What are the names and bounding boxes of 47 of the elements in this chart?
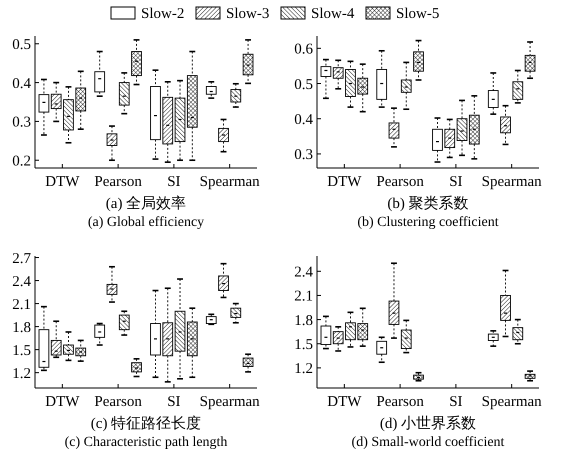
legend-label: Slow-5 bbox=[396, 6, 440, 22]
y-tick-label: 1.2 bbox=[12, 366, 31, 382]
legend-label: Slow-2 bbox=[141, 6, 184, 22]
x-tick-label: DTW bbox=[327, 174, 362, 190]
legend-label: Slow-4 bbox=[311, 6, 355, 22]
x-tick-label: Pearson bbox=[376, 174, 424, 190]
y-tick-label: 1.5 bbox=[294, 336, 313, 353]
y-tick-label: 2.1 bbox=[294, 288, 313, 305]
x-tick-label: Pearson bbox=[376, 394, 424, 410]
y-tick-label: 0.4 bbox=[294, 112, 314, 128]
text: (b) Clustering coefficient bbox=[357, 215, 499, 230]
x-tick-label: Spearman bbox=[200, 174, 260, 190]
text: (b) 聚类系数 bbox=[387, 195, 469, 212]
text: (a) 全局效率 bbox=[106, 195, 186, 212]
x-tick-label: Pearson bbox=[94, 394, 142, 410]
y-tick-label: 0.6 bbox=[294, 42, 314, 58]
x-tick-label: Pearson bbox=[94, 174, 142, 190]
legend-label: Slow-3 bbox=[226, 6, 270, 22]
y-tick-label: 2.7 bbox=[12, 250, 32, 267]
y-tick-label: 1.5 bbox=[12, 342, 31, 359]
text: (a) Global efficiency bbox=[88, 215, 204, 230]
x-tick-label: SI bbox=[167, 174, 181, 190]
y-tick-label: 0.5 bbox=[294, 76, 313, 93]
x-tick-label: Spearman bbox=[200, 394, 260, 410]
y-tick-label: 0.2 bbox=[12, 153, 31, 170]
y-tick-label: 2.1 bbox=[12, 296, 31, 313]
y-tick-label: 0.5 bbox=[12, 37, 31, 54]
x-tick-label: Spearman bbox=[482, 174, 542, 190]
y-tick-label: 1.8 bbox=[12, 320, 31, 336]
x-tick-label: DTW bbox=[45, 174, 80, 190]
y-tick-label: 2.4 bbox=[12, 274, 32, 290]
text: (c) Characteristic path length bbox=[64, 435, 228, 450]
x-tick-label: Spearman bbox=[482, 394, 542, 410]
text: (c) 特征路径长度 bbox=[90, 415, 202, 432]
y-tick-label: 0.3 bbox=[12, 114, 31, 131]
text: (d) Small-world coefficient bbox=[352, 435, 505, 450]
x-tick-label: SI bbox=[449, 174, 463, 190]
x-tick-label: SI bbox=[167, 394, 181, 410]
y-tick-label: 0.3 bbox=[294, 147, 313, 164]
y-tick-label: 1.2 bbox=[294, 361, 313, 378]
y-tick-label: 0.4 bbox=[12, 76, 32, 92]
x-tick-label: DTW bbox=[45, 394, 80, 410]
x-tick-label: DTW bbox=[327, 394, 362, 410]
x-tick-label: SI bbox=[449, 394, 463, 410]
y-tick-label: 2.4 bbox=[294, 264, 314, 281]
text: (d) 小世界系数 bbox=[380, 415, 476, 432]
y-tick-label: 1.8 bbox=[294, 312, 313, 329]
